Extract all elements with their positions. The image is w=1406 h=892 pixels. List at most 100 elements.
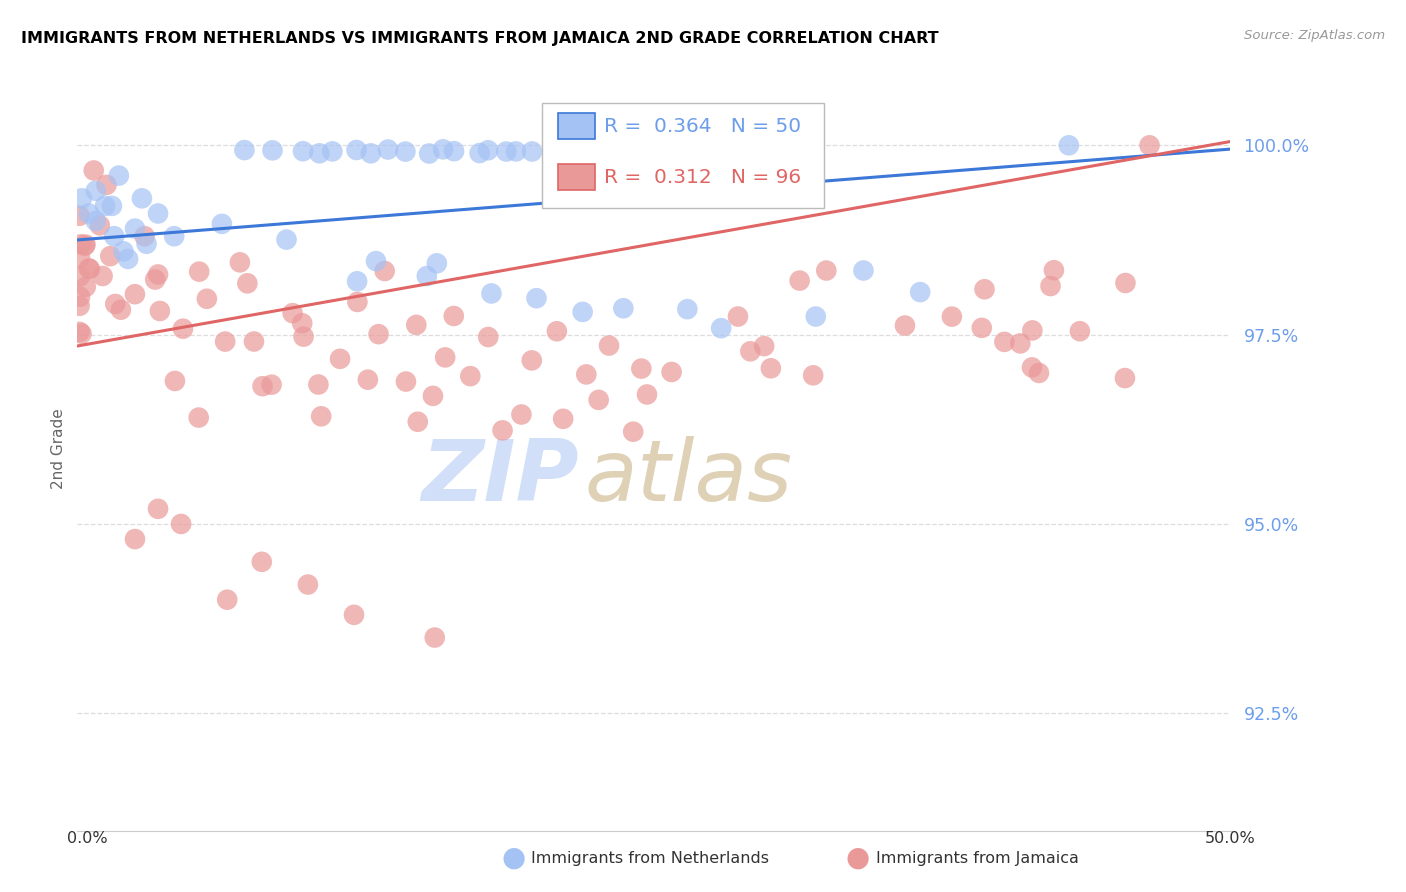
Point <box>346 274 368 288</box>
Point <box>477 143 499 157</box>
Point <box>727 310 749 324</box>
Point <box>423 631 446 645</box>
Point <box>426 256 449 270</box>
Point <box>367 327 389 342</box>
Point <box>146 206 169 220</box>
Point <box>346 294 368 309</box>
Text: R =  0.364   N = 50: R = 0.364 N = 50 <box>605 117 801 136</box>
Point <box>1114 371 1136 385</box>
Point <box>1028 366 1050 380</box>
Point <box>250 555 273 569</box>
Point <box>124 532 146 546</box>
Point <box>195 292 218 306</box>
Point <box>1139 138 1161 153</box>
Point <box>553 412 575 426</box>
FancyBboxPatch shape <box>558 164 595 190</box>
Point <box>357 373 380 387</box>
Point <box>505 145 527 159</box>
Point <box>510 408 533 422</box>
Point <box>894 318 917 333</box>
Point <box>630 361 652 376</box>
Point <box>124 287 146 301</box>
Point <box>520 353 543 368</box>
FancyBboxPatch shape <box>541 103 824 209</box>
FancyBboxPatch shape <box>558 113 595 139</box>
Point <box>84 184 107 198</box>
Point <box>143 272 166 286</box>
Point <box>110 302 132 317</box>
Point <box>1057 138 1080 153</box>
Point <box>1114 276 1136 290</box>
Point <box>292 329 315 343</box>
Point <box>75 237 97 252</box>
Point <box>131 191 153 205</box>
Point <box>575 368 598 382</box>
Text: atlas: atlas <box>585 436 793 519</box>
Text: ●: ● <box>501 844 526 872</box>
Point <box>343 607 366 622</box>
Point <box>612 301 634 316</box>
Point <box>360 146 382 161</box>
Point <box>236 277 259 291</box>
Point <box>491 423 513 437</box>
Point <box>432 142 454 156</box>
Point <box>434 351 457 365</box>
Point <box>211 217 233 231</box>
Point <box>229 255 252 269</box>
Point <box>740 344 762 359</box>
Text: 50.0%: 50.0% <box>1205 831 1256 846</box>
Point <box>276 233 298 247</box>
Point <box>101 199 124 213</box>
Point <box>520 145 543 159</box>
Point <box>815 263 838 277</box>
Point <box>394 145 416 159</box>
Point <box>346 143 368 157</box>
Point <box>598 338 620 352</box>
Point <box>1043 263 1066 277</box>
Text: ZIP: ZIP <box>422 436 579 519</box>
Point <box>70 237 93 252</box>
Point <box>233 143 256 157</box>
Point <box>243 334 266 349</box>
Point <box>104 297 127 311</box>
Point <box>69 325 91 339</box>
Point <box>188 265 211 279</box>
Point <box>214 334 236 349</box>
Text: R =  0.312   N = 96: R = 0.312 N = 96 <box>605 168 801 186</box>
Point <box>75 280 97 294</box>
Point <box>170 516 193 531</box>
Point <box>262 144 284 158</box>
Point <box>117 252 139 266</box>
Point <box>163 229 186 244</box>
Point <box>77 206 100 220</box>
Point <box>1021 323 1043 337</box>
Point <box>710 321 733 335</box>
Point <box>260 377 283 392</box>
Point <box>852 263 875 277</box>
Point <box>83 163 105 178</box>
Point <box>418 146 440 161</box>
Point <box>973 282 995 296</box>
Point <box>281 306 304 320</box>
Point <box>149 304 172 318</box>
Point <box>77 261 100 276</box>
Point <box>1069 324 1091 338</box>
Text: ●: ● <box>845 844 870 872</box>
Point <box>69 299 91 313</box>
Point <box>495 145 517 159</box>
Point <box>94 199 117 213</box>
Point <box>477 330 499 344</box>
Point <box>908 285 931 299</box>
Point <box>308 146 330 161</box>
Point <box>395 375 418 389</box>
Point <box>124 221 146 235</box>
Point <box>801 368 824 383</box>
Point <box>405 318 427 332</box>
Point <box>91 268 114 283</box>
Point <box>69 251 91 265</box>
Text: Source: ZipAtlas.com: Source: ZipAtlas.com <box>1244 29 1385 42</box>
Point <box>146 268 169 282</box>
Point <box>406 415 429 429</box>
Text: IMMIGRANTS FROM NETHERLANDS VS IMMIGRANTS FROM JAMAICA 2ND GRADE CORRELATION CHA: IMMIGRANTS FROM NETHERLANDS VS IMMIGRANT… <box>21 31 939 46</box>
Point <box>1010 336 1032 351</box>
